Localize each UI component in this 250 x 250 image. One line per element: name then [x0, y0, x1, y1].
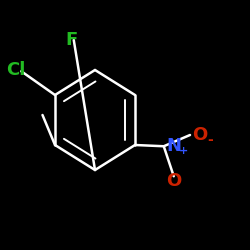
- Text: -: -: [207, 133, 213, 147]
- Text: +: +: [179, 146, 188, 156]
- Text: Cl: Cl: [6, 61, 26, 79]
- Text: O: O: [166, 172, 182, 190]
- Text: O: O: [192, 126, 208, 144]
- Text: N: N: [166, 137, 181, 155]
- Text: F: F: [65, 31, 78, 49]
